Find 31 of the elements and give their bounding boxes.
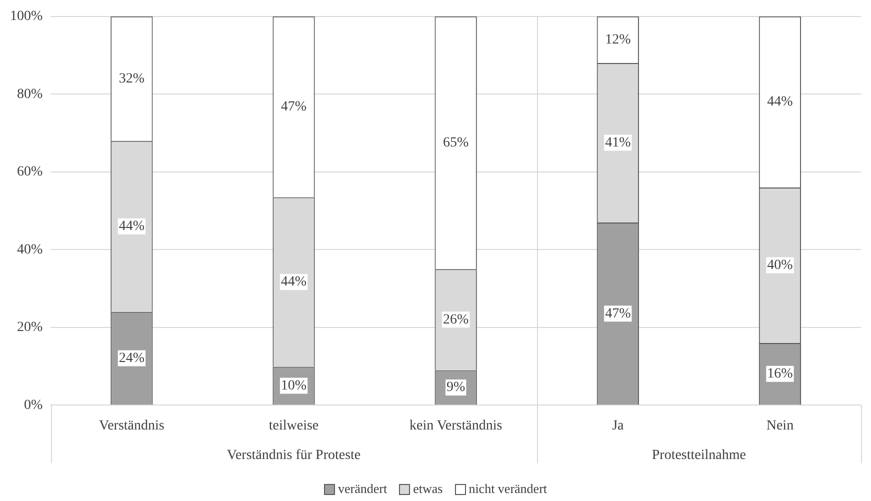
legend-label: etwas bbox=[413, 481, 443, 497]
data-label: 16% bbox=[767, 366, 794, 382]
data-label: 26% bbox=[442, 312, 469, 328]
text: Verständnis für Proteste bbox=[226, 448, 361, 463]
data-label: 41% bbox=[605, 135, 632, 150]
y-tick-label: 0% bbox=[24, 398, 43, 413]
y-tick-label: 80% bbox=[16, 86, 43, 102]
legend-label: verändert bbox=[338, 481, 388, 497]
data-label: 47% bbox=[280, 99, 307, 114]
y-tick-label: 40% bbox=[16, 242, 43, 258]
data-label: 10% bbox=[280, 378, 307, 394]
data-label: 40% bbox=[767, 258, 794, 273]
data-label: 32% bbox=[118, 71, 145, 86]
text: Protestteilnahme bbox=[652, 448, 746, 463]
data-label: 12% bbox=[605, 32, 632, 48]
y-tick-label: 60% bbox=[16, 164, 43, 180]
x-tick-label: teilweise bbox=[268, 418, 319, 434]
x-tick-label: Nein bbox=[766, 418, 794, 434]
data-label: 9% bbox=[446, 380, 466, 396]
x-tick-label: kein Verständnis bbox=[409, 418, 502, 434]
data-label: 65% bbox=[442, 135, 469, 150]
legend-label: nicht verändert bbox=[468, 481, 548, 497]
y-tick-label: 100% bbox=[10, 9, 43, 24]
data-label: 44% bbox=[280, 274, 307, 290]
data-label: 44% bbox=[767, 94, 794, 110]
y-tick-label: 20% bbox=[16, 320, 43, 336]
x-tick-label: Verständnis bbox=[99, 418, 164, 434]
data-label: 44% bbox=[118, 219, 145, 234]
data-label: 47% bbox=[605, 306, 632, 322]
x-tick-label: Ja bbox=[612, 418, 625, 434]
data-label: 24% bbox=[118, 350, 145, 366]
